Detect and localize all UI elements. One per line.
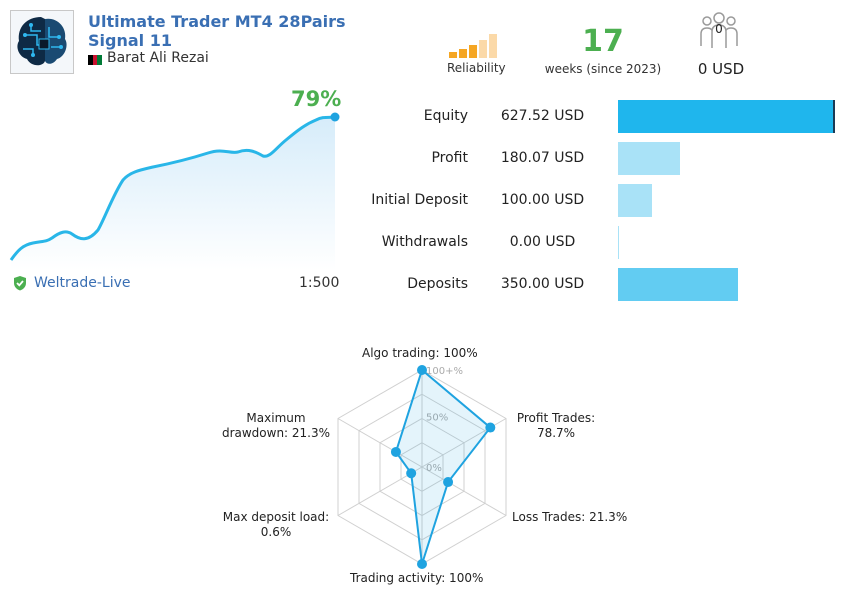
stat-label: Initial Deposit	[371, 192, 468, 208]
growth-line	[9, 115, 336, 261]
radar-label-max-drawdown: Maximum drawdown: 21.3%	[218, 411, 334, 441]
stat-label: Deposits	[407, 276, 468, 292]
author-name[interactable]: Barat Ali Rezai	[107, 50, 209, 66]
radar-axis	[421, 466, 507, 516]
growth-percent: 79%	[291, 87, 342, 111]
stat-label: Profit	[431, 150, 468, 166]
reliability-bar	[449, 52, 457, 58]
leverage: 1:500	[299, 275, 340, 291]
stat-bar	[618, 142, 680, 175]
radar-label-max-deposit-load: Max deposit load: 0.6%	[218, 510, 334, 540]
radar-point	[406, 468, 417, 479]
subscribers-icon	[700, 12, 738, 48]
max-deposit-load-title: Max deposit load:	[222, 510, 330, 524]
signal-title-line2[interactable]: Signal 11	[88, 31, 172, 50]
reliability-label: Reliability	[447, 61, 506, 75]
radar-label-profit-trades: Profit Trades: 78.7%	[510, 411, 602, 441]
radar-label-loss-trades: Loss Trades: 21.3%	[512, 510, 628, 524]
reliability-bar	[459, 49, 467, 58]
stat-value: 627.52 USD	[500, 108, 585, 124]
radar-point	[485, 422, 496, 433]
broker-name[interactable]: Weltrade-Live	[34, 275, 131, 291]
radar-axis	[337, 418, 423, 468]
radar-value-polygon	[394, 368, 492, 565]
reliability-bar	[489, 34, 497, 58]
stat-value: 100.00 USD	[500, 192, 585, 208]
radar-point	[390, 446, 401, 457]
stat-label: Withdrawals	[381, 234, 468, 250]
growth-area	[11, 117, 335, 270]
weeks-label: weeks (since 2023)	[544, 62, 662, 76]
stat-label: Equity	[423, 108, 468, 124]
reliability-bar	[469, 45, 477, 58]
brain-chip-icon	[11, 11, 73, 73]
subscribers-count: 0	[715, 22, 723, 36]
max-deposit-load-value: 0.6%	[260, 525, 292, 539]
radar-label-algo-trading: Algo trading: 100%	[362, 346, 478, 360]
broker-link[interactable]: Weltrade-Live	[12, 275, 131, 291]
signal-avatar[interactable]	[10, 10, 74, 74]
max-drawdown-value: drawdown: 21.3%	[221, 426, 331, 440]
growth-end-point	[330, 112, 340, 122]
radar-tick-label: 50%	[426, 413, 448, 424]
stat-bar	[618, 268, 738, 301]
country-flag-icon	[88, 55, 103, 65]
stat-value: 0.00 USD	[509, 234, 576, 250]
radar-tick-label: 100+%	[426, 366, 463, 377]
radar-point	[417, 559, 427, 569]
stat-value: 350.00 USD	[500, 276, 585, 292]
weeks-count: 17	[582, 24, 624, 59]
signal-title[interactable]: Ultimate Trader MT4 28Pairs Signal 11	[88, 12, 346, 50]
radar-point	[417, 365, 427, 375]
subscription-price: 0 USD	[697, 60, 745, 78]
stat-bar	[618, 100, 835, 133]
stat-bar	[618, 184, 652, 217]
reliability-bar	[479, 40, 487, 58]
stat-bar	[618, 226, 619, 259]
radar-tick-label: 0%	[426, 463, 442, 474]
radar-label-trading-activity: Trading activity: 100%	[350, 571, 484, 585]
stat-value: 180.07 USD	[500, 150, 585, 166]
verified-shield-icon	[14, 276, 26, 291]
profit-trades-title: Profit Trades:	[516, 411, 596, 425]
max-drawdown-title: Maximum	[246, 411, 306, 425]
signal-title-line1[interactable]: Ultimate Trader MT4 28Pairs	[88, 12, 346, 31]
radar-point	[443, 477, 454, 488]
profit-trades-value: 78.7%	[536, 426, 576, 440]
reliability-bars-icon	[449, 34, 497, 58]
radar-chart: 100+% 50% 0%	[337, 365, 507, 569]
growth-chart[interactable]	[8, 100, 348, 270]
